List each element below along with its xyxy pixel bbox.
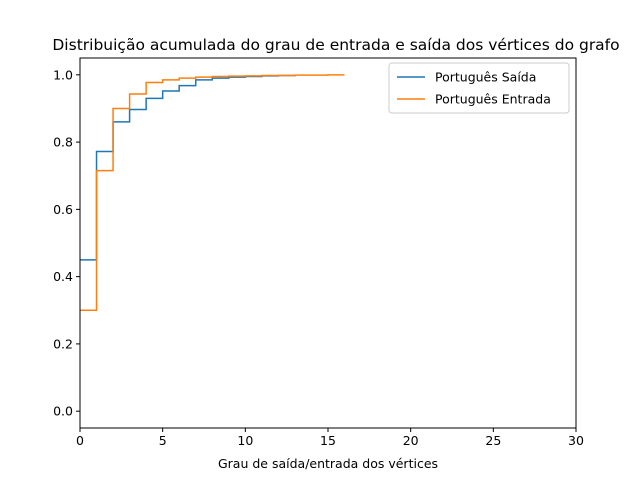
x-tick-label: 25 (485, 433, 501, 448)
y-tick-label: 0.6 (53, 202, 73, 217)
x-tick-label: 15 (320, 433, 336, 448)
x-axis-ticks: 0 5 10 15 20 25 30 (76, 428, 584, 448)
series-line-1 (80, 74, 345, 312)
y-tick-label: 0.0 (53, 404, 73, 419)
x-tick-label: 20 (403, 433, 419, 448)
x-tick-label: 0 (76, 433, 84, 448)
x-tick-label: 5 (159, 433, 167, 448)
plot-lines (80, 74, 345, 312)
x-tick-label: 30 (568, 433, 584, 448)
legend: Português Saída Português Entrada (388, 62, 570, 114)
y-tick-label: 1.0 (53, 67, 73, 82)
y-tick-label: 0.2 (53, 336, 73, 351)
y-axis-ticks: 0.0 0.2 0.4 0.6 0.8 1.0 (53, 67, 80, 419)
y-tick-label: 0.4 (53, 269, 73, 284)
chart-title: Distribuição acumulada do grau de entrad… (52, 36, 619, 54)
x-tick-label: 10 (237, 433, 253, 448)
y-tick-label: 0.8 (53, 135, 73, 150)
x-axis-label: Grau de saída/entrada dos vértices (218, 456, 438, 471)
series-line-0 (80, 74, 296, 261)
legend-label-0: Português Saída (435, 70, 536, 85)
legend-box (388, 62, 570, 114)
legend-label-1: Português Entrada (435, 92, 551, 107)
